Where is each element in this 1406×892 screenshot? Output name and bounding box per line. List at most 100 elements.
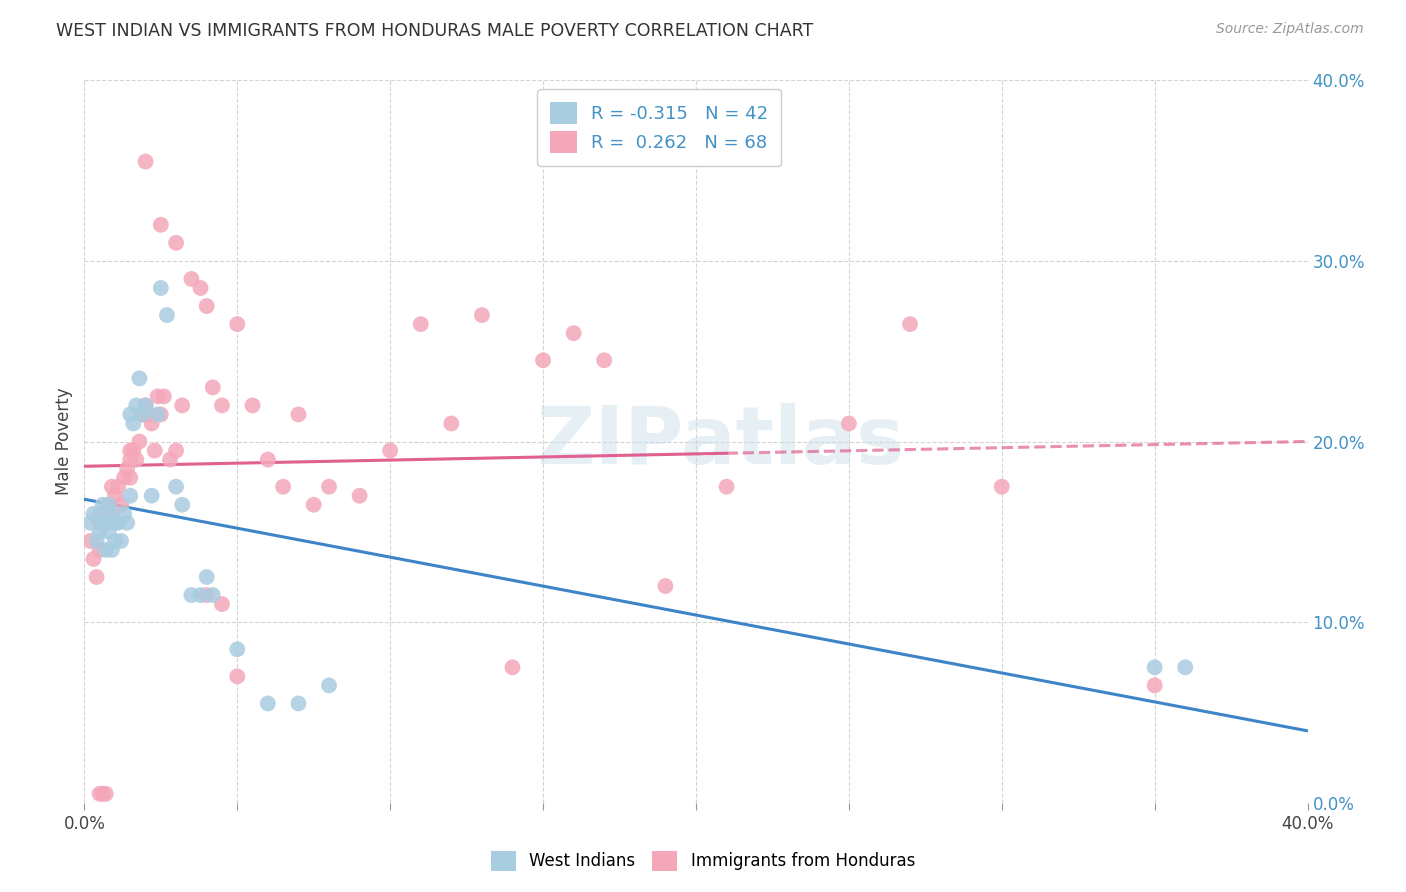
- Point: [195, 299, 218, 313]
- Point: [97, 498, 120, 512]
- Point: [146, 389, 169, 403]
- Point: [141, 489, 163, 503]
- Text: WEST INDIAN VS IMMIGRANTS FROM HONDURAS MALE POVERTY CORRELATION CHART: WEST INDIAN VS IMMIGRANTS FROM HONDURAS …: [56, 22, 814, 40]
- Point: [94, 542, 117, 557]
- Point: [257, 452, 280, 467]
- Point: [195, 588, 218, 602]
- Point: [149, 408, 172, 422]
- Point: [83, 552, 105, 566]
- Point: [380, 443, 402, 458]
- Point: [165, 480, 187, 494]
- Point: [101, 480, 124, 494]
- Legend: West Indians, Immigrants from Honduras: West Indians, Immigrants from Honduras: [482, 842, 924, 880]
- Point: [471, 308, 494, 322]
- Point: [89, 524, 111, 539]
- Point: [128, 434, 150, 449]
- Point: [89, 507, 111, 521]
- Point: [180, 588, 202, 602]
- Point: [502, 660, 524, 674]
- Point: [195, 570, 218, 584]
- Point: [172, 498, 194, 512]
- Point: [120, 471, 142, 485]
- Point: [79, 533, 101, 548]
- Point: [165, 235, 187, 250]
- Point: [318, 480, 340, 494]
- Point: [115, 461, 138, 475]
- Point: [991, 480, 1014, 494]
- Point: [257, 697, 280, 711]
- Point: [302, 498, 325, 512]
- Text: ZIPatlas: ZIPatlas: [536, 402, 904, 481]
- Point: [83, 507, 105, 521]
- Point: [149, 281, 172, 295]
- Point: [143, 443, 166, 458]
- Point: [141, 417, 163, 431]
- Point: [716, 480, 738, 494]
- Point: [104, 489, 127, 503]
- Point: [654, 579, 676, 593]
- Point: [153, 389, 176, 403]
- Point: [89, 787, 111, 801]
- Point: [135, 154, 157, 169]
- Point: [86, 570, 108, 584]
- Point: [190, 588, 212, 602]
- Point: [165, 443, 187, 458]
- Point: [562, 326, 585, 340]
- Point: [1143, 678, 1166, 692]
- Point: [211, 597, 233, 611]
- Point: [91, 498, 114, 512]
- Point: [898, 317, 921, 331]
- Point: [97, 524, 120, 539]
- Point: [79, 516, 101, 530]
- Point: [101, 542, 124, 557]
- Point: [138, 408, 160, 422]
- Point: [91, 507, 114, 521]
- Point: [135, 398, 157, 412]
- Point: [89, 516, 111, 530]
- Point: [89, 542, 111, 557]
- Point: [110, 498, 132, 512]
- Point: [135, 398, 157, 412]
- Point: [104, 533, 127, 548]
- Point: [101, 507, 124, 521]
- Point: [107, 480, 129, 494]
- Point: [349, 489, 371, 503]
- Point: [287, 697, 309, 711]
- Point: [120, 443, 142, 458]
- Point: [120, 489, 142, 503]
- Point: [318, 678, 340, 692]
- Point: [131, 408, 153, 422]
- Point: [97, 498, 120, 512]
- Point: [201, 588, 224, 602]
- Point: [112, 471, 135, 485]
- Legend: R = -0.315   N = 42, R =  0.262   N = 68: R = -0.315 N = 42, R = 0.262 N = 68: [537, 89, 782, 166]
- Point: [409, 317, 432, 331]
- Point: [115, 516, 138, 530]
- Point: [94, 516, 117, 530]
- Point: [1174, 660, 1197, 674]
- Point: [287, 408, 309, 422]
- Point: [94, 516, 117, 530]
- Point: [91, 516, 114, 530]
- Point: [128, 371, 150, 385]
- Point: [125, 398, 148, 412]
- Point: [190, 281, 212, 295]
- Point: [593, 353, 616, 368]
- Point: [242, 398, 264, 412]
- Point: [104, 516, 127, 530]
- Point: [201, 380, 224, 394]
- Point: [94, 787, 117, 801]
- Point: [97, 507, 120, 521]
- Point: [112, 507, 135, 521]
- Point: [146, 408, 169, 422]
- Point: [172, 398, 194, 412]
- Point: [86, 533, 108, 548]
- Point: [110, 533, 132, 548]
- Point: [91, 787, 114, 801]
- Point: [226, 317, 249, 331]
- Point: [226, 669, 249, 683]
- Point: [440, 417, 463, 431]
- Point: [156, 308, 179, 322]
- Y-axis label: Male Poverty: Male Poverty: [55, 388, 73, 495]
- Point: [107, 516, 129, 530]
